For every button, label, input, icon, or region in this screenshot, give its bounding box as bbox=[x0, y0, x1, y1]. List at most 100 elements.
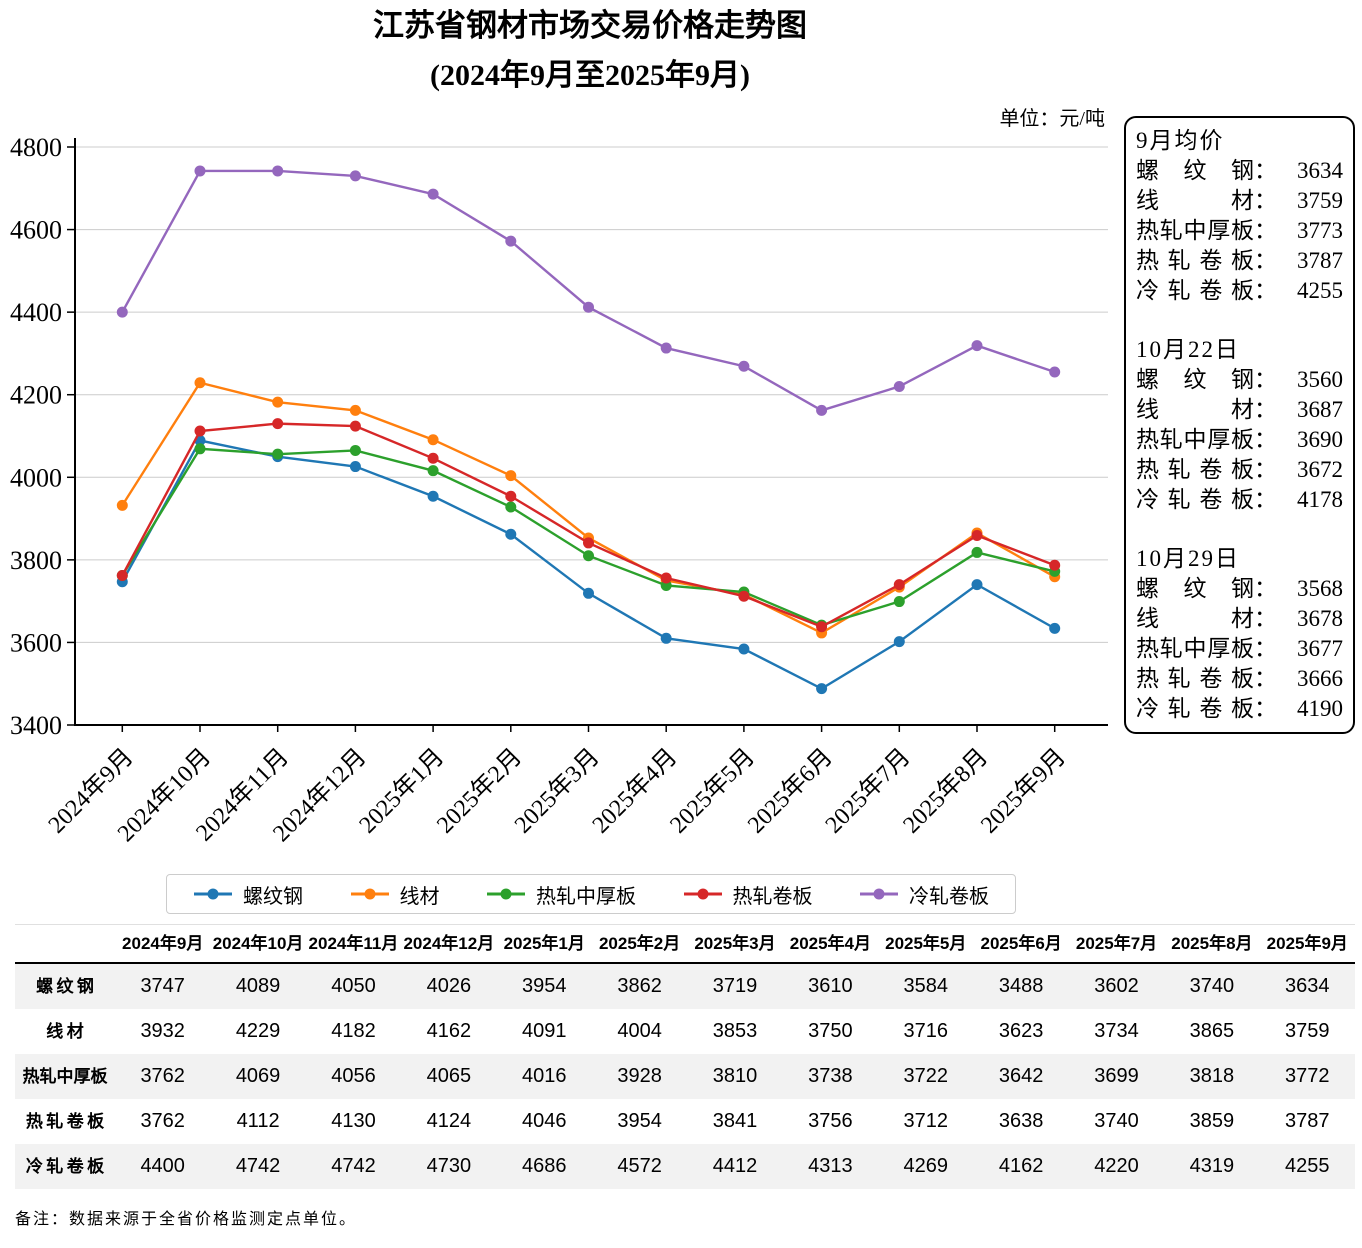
table-cell: 3859 bbox=[1189, 1110, 1235, 1132]
footnote: 备注：数据来源于全省价格监测定点单位。 bbox=[15, 1211, 358, 1228]
chart-legend: 螺纹钢 线材 热轧中厚板 热轧卷板 冷轧卷板 bbox=[166, 874, 1016, 914]
data-point bbox=[971, 340, 983, 352]
table-cell: 3610 bbox=[782, 964, 879, 1009]
table-column-header: 2025年9月 bbox=[1259, 925, 1355, 964]
table-cell: 4124 bbox=[426, 1110, 472, 1132]
info-row-colon: ： bbox=[1254, 397, 1277, 422]
data-point bbox=[349, 444, 361, 456]
table-cell: 4069 bbox=[210, 1054, 306, 1099]
data-point bbox=[1049, 366, 1061, 378]
info-row-label: 线材 bbox=[1136, 606, 1254, 631]
table-cell: 3719 bbox=[687, 964, 783, 1009]
table-cell: 4182 bbox=[331, 1020, 376, 1042]
table-row-label: 热 轧 卷 板 bbox=[25, 1112, 105, 1131]
table-cell: 3762 bbox=[115, 1054, 211, 1099]
y-tick-label: 4000 bbox=[10, 463, 62, 492]
table-column-header: 2024年11月 bbox=[305, 925, 402, 964]
y-tick-label: 4400 bbox=[10, 298, 62, 327]
data-point bbox=[738, 360, 750, 372]
table-row-label: 热轧中厚板 bbox=[15, 1054, 115, 1099]
table-cell: 3928 bbox=[591, 1054, 688, 1099]
data-point bbox=[971, 579, 983, 591]
data-point bbox=[194, 425, 206, 437]
data-point bbox=[738, 643, 750, 655]
table-cell: 4319 bbox=[1164, 1144, 1260, 1189]
table-cell: 3772 bbox=[1259, 1054, 1355, 1099]
table-cell: 4050 bbox=[305, 964, 402, 1009]
table-cell: 4056 bbox=[305, 1054, 402, 1099]
page-subtitle: (2024年9月至2025年9月) bbox=[430, 59, 750, 92]
table-cell: 3734 bbox=[1094, 1020, 1139, 1042]
info-row-value: 3666 bbox=[1297, 666, 1343, 691]
info-row-colon: ： bbox=[1254, 457, 1277, 482]
data-point bbox=[1049, 559, 1061, 571]
info-row-label: 冷轧卷板 bbox=[1136, 278, 1254, 303]
info-row-colon: ： bbox=[1254, 278, 1277, 303]
legend-label: 热轧卷板 bbox=[732, 885, 813, 908]
table-cell: 4046 bbox=[521, 1110, 567, 1132]
table-cell: 3954 bbox=[496, 964, 592, 1009]
info-row-label: 线材 bbox=[1136, 188, 1254, 213]
info-row-label: 冷轧卷板 bbox=[1136, 696, 1254, 721]
table-column-header: 2024年9月 bbox=[115, 925, 211, 964]
data-point bbox=[349, 170, 361, 182]
data-point bbox=[349, 461, 361, 473]
legend-label: 冷轧卷板 bbox=[909, 885, 989, 908]
legend-item: 螺纹钢 bbox=[193, 880, 303, 909]
info-row-value: 3634 bbox=[1297, 158, 1343, 183]
legend-item: 热轧中厚板 bbox=[486, 880, 636, 909]
info-row-label: 热轧中厚板 bbox=[1136, 218, 1254, 243]
page-title: 江苏省钢材市场交易价格走势图 bbox=[373, 8, 807, 43]
table-cell: 3584 bbox=[878, 964, 974, 1009]
table-column-header: 2025年3月 bbox=[687, 925, 783, 964]
table-cell: 3623 bbox=[998, 1020, 1044, 1042]
table-cell: 4742 bbox=[210, 1144, 306, 1189]
table-cell: 3853 bbox=[712, 1020, 758, 1042]
table-cell: 4091 bbox=[521, 1020, 567, 1042]
table-row-label: 线 材 bbox=[46, 1022, 84, 1041]
data-point bbox=[427, 465, 439, 477]
legend-item: 热轧卷板 bbox=[683, 880, 813, 909]
info-row-colon: ： bbox=[1254, 487, 1277, 512]
table-cell: 4255 bbox=[1259, 1144, 1355, 1189]
info-row-value: 3759 bbox=[1297, 188, 1343, 213]
table-column-header: 2024年12月 bbox=[401, 925, 497, 964]
data-point bbox=[505, 470, 517, 482]
section-gap bbox=[1136, 515, 1343, 544]
data-point bbox=[349, 404, 361, 416]
data-point bbox=[893, 636, 905, 648]
table-cell: 4026 bbox=[401, 964, 497, 1009]
info-row: 螺纹钢： 3634 bbox=[1136, 156, 1343, 186]
info-row: 冷轧卷板： 4190 bbox=[1136, 694, 1343, 724]
info-row-value: 4255 bbox=[1297, 278, 1343, 303]
data-point bbox=[427, 434, 439, 446]
data-point bbox=[971, 529, 983, 541]
table-corner-cell bbox=[15, 925, 115, 964]
info-row-colon: ： bbox=[1254, 218, 1277, 243]
info-row: 线材： 3759 bbox=[1136, 186, 1343, 216]
data-point bbox=[583, 537, 594, 549]
table-cell: 3750 bbox=[808, 1020, 853, 1042]
legend-marker-icon bbox=[487, 888, 525, 900]
table-cell: 3865 bbox=[1189, 1020, 1235, 1042]
info-section-title: 10月29日 bbox=[1136, 546, 1240, 571]
table-cell: 3747 bbox=[115, 964, 211, 1009]
data-point bbox=[427, 490, 439, 502]
info-row: 螺纹钢： 3568 bbox=[1136, 574, 1343, 604]
info-row-value: 3787 bbox=[1297, 248, 1343, 273]
data-point bbox=[660, 632, 672, 644]
table-cell: 4730 bbox=[401, 1144, 497, 1189]
data-point bbox=[272, 396, 284, 408]
info-row-label: 热轧卷板 bbox=[1136, 248, 1254, 273]
info-row-colon: ： bbox=[1254, 248, 1277, 273]
table-cell: 3634 bbox=[1259, 964, 1355, 1009]
table-cell: 3954 bbox=[617, 1110, 662, 1132]
info-row-value: 3687 bbox=[1297, 397, 1343, 422]
table-cell: 4412 bbox=[687, 1144, 783, 1189]
info-row-label: 热轧中厚板 bbox=[1136, 427, 1254, 452]
table-row-label: 冷 轧 卷 板 bbox=[15, 1144, 115, 1189]
data-point bbox=[505, 235, 517, 247]
info-row-colon: ： bbox=[1254, 427, 1277, 452]
info-section-title: 10月22日 bbox=[1136, 337, 1240, 362]
table-cell: 3488 bbox=[973, 964, 1069, 1009]
